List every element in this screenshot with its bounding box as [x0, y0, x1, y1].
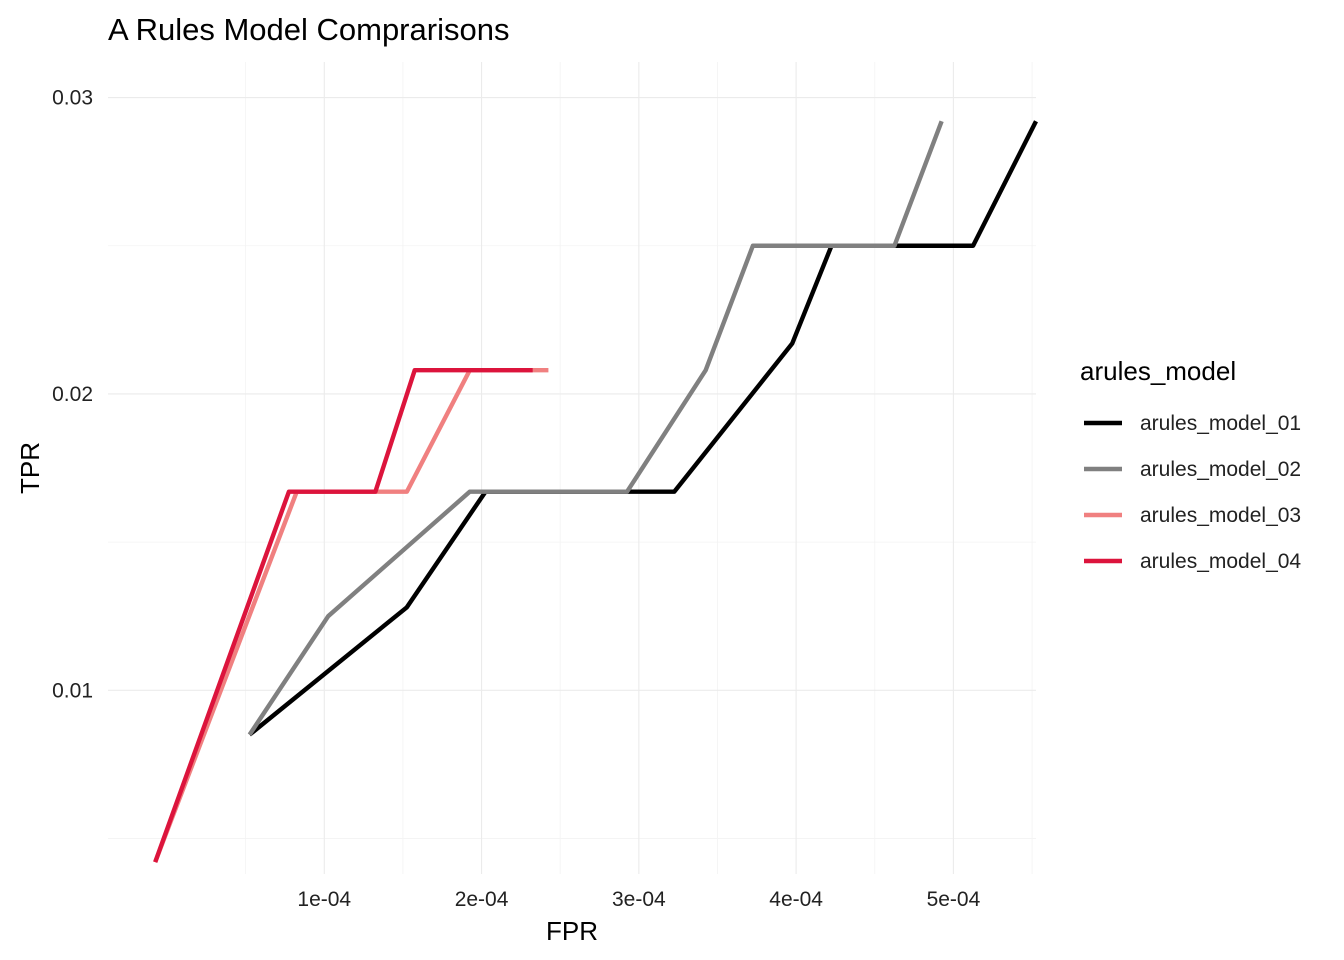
series-line-arules_model_04	[153, 368, 533, 863]
x-tick-label-1: 2e-04	[455, 888, 509, 911]
x-tick-label-0: 1e-04	[297, 888, 351, 911]
x-axis-title: FPR	[546, 916, 598, 946]
series-layer	[153, 120, 1038, 863]
y-axis-ticks: 0.01 0.02 0.03	[52, 87, 93, 703]
x-axis-ticks: 1e-04 2e-04 3e-04 4e-04 5e-04	[297, 888, 980, 911]
legend: arules_model arules_model_01 arules_model…	[1080, 356, 1301, 573]
x-tick-label-4: 5e-04	[927, 888, 981, 911]
legend-title: arules_model	[1080, 356, 1236, 386]
x-tick-label-2: 3e-04	[612, 888, 666, 911]
y-tick-label-2: 0.03	[52, 87, 93, 110]
series-line-arules_model_01	[248, 120, 1038, 737]
chart-title: A Rules Model Comprarisons	[108, 12, 509, 47]
y-axis-title: TPR	[15, 442, 45, 494]
legend-label-arules_model_01: arules_model_01	[1140, 412, 1301, 435]
series-line-arules_model_03	[153, 368, 549, 863]
plot-grid	[108, 62, 1036, 874]
legend-label-arules_model_04: arules_model_04	[1140, 550, 1301, 573]
x-tick-label-3: 4e-04	[769, 888, 823, 911]
legend-label-arules_model_03: arules_model_03	[1140, 504, 1301, 527]
y-tick-label-0: 0.01	[52, 679, 93, 702]
series-line-arules_model_02	[247, 120, 944, 736]
y-tick-label-1: 0.02	[52, 383, 93, 406]
legend-label-arules_model_02: arules_model_02	[1140, 458, 1301, 481]
